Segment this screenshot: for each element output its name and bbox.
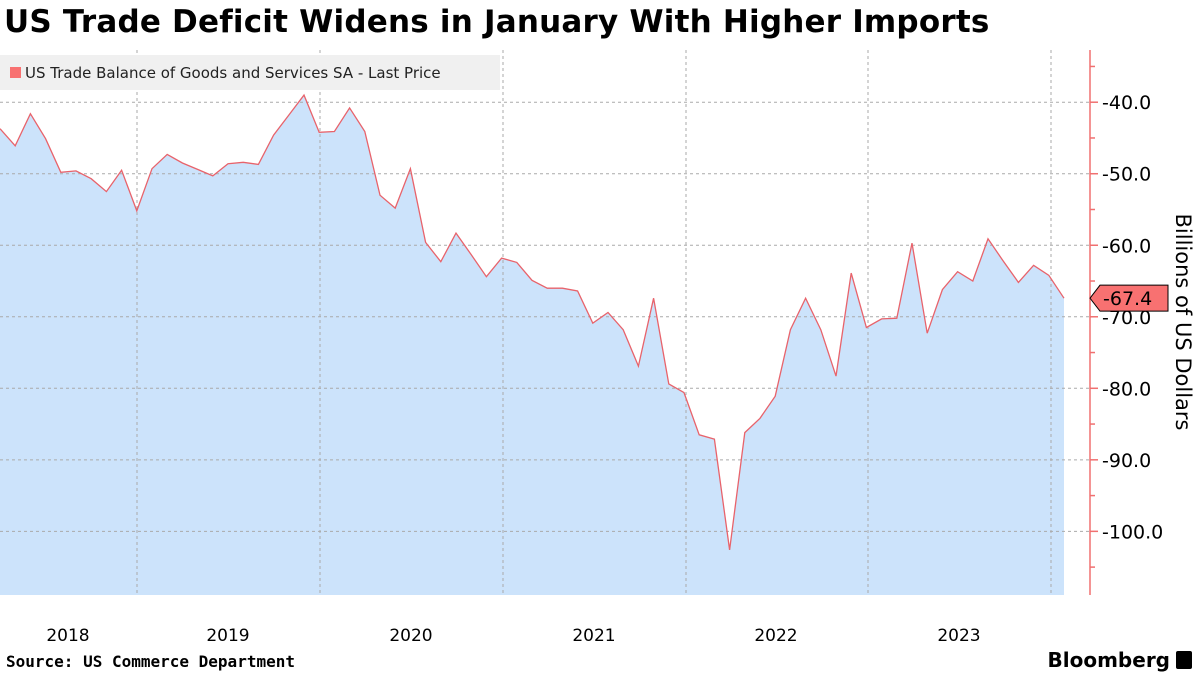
y-tick-label: -40.0: [1102, 92, 1151, 114]
legend-swatch: [10, 67, 21, 78]
x-tick-label: 2020: [389, 626, 432, 646]
x-tick-label: 2022: [754, 626, 797, 646]
y-tick-label: -60.0: [1102, 235, 1151, 257]
legend: US Trade Balance of Goods and Services S…: [0, 55, 500, 90]
series-area: [0, 95, 1064, 595]
legend-label: US Trade Balance of Goods and Services S…: [25, 63, 441, 82]
y-tick-label: -90.0: [1102, 450, 1151, 472]
chart-title: US Trade Deficit Widens in January With …: [4, 4, 990, 40]
y-tick-label: -80.0: [1102, 378, 1151, 400]
series-line: [0, 93, 1065, 550]
y-tick-label: -100.0: [1102, 521, 1163, 543]
y-tick-label: -50.0: [1102, 164, 1151, 186]
x-tick-label: 2019: [206, 626, 249, 646]
x-tick-label: 2023: [937, 626, 980, 646]
y-tick-label: -70.0: [1102, 307, 1151, 329]
brand-name: Bloomberg: [1047, 648, 1170, 672]
y-axis-label: Billions of US Dollars: [1171, 213, 1195, 431]
last-value-label: -67.4: [1103, 288, 1152, 310]
x-tick-label: 2018: [46, 626, 89, 646]
bloomberg-logo-icon: [1176, 651, 1192, 669]
source-note: Source: US Commerce Department: [6, 652, 295, 671]
last-value-badge: [1089, 284, 1169, 312]
x-tick-label: 2021: [572, 626, 615, 646]
bloomberg-logo: Bloomberg: [1048, 648, 1192, 672]
